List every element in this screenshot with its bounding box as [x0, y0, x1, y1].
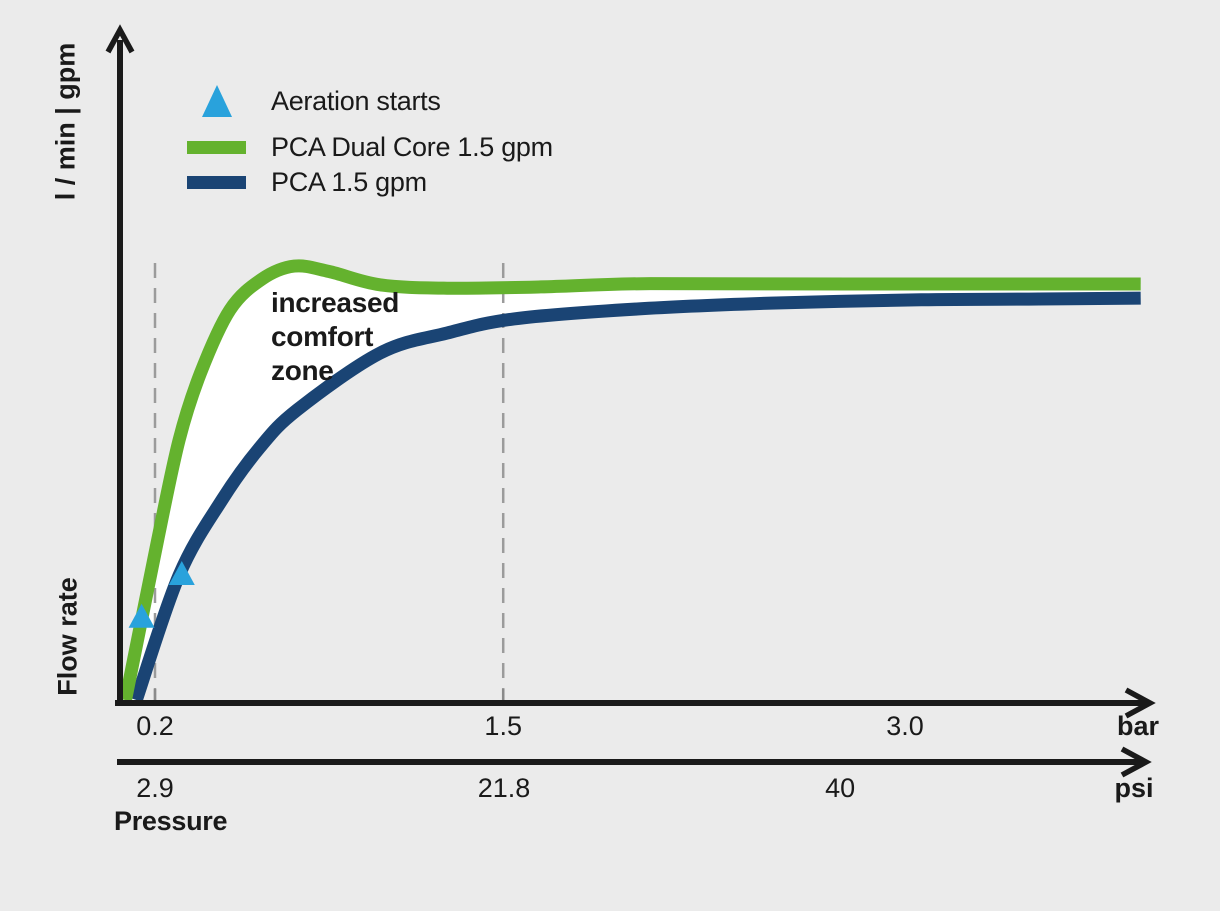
y-axis-unit-label: l / min | gpm: [50, 42, 81, 201]
aeration-start-marker-1: [168, 560, 195, 585]
legend-label: Aeration starts: [271, 85, 441, 116]
legend-item-aeration: Aeration starts: [187, 84, 441, 118]
bar-unit-label: bar: [1116, 711, 1160, 741]
legend-item-pca: PCA 1.5 gpm: [187, 169, 427, 196]
aeration-triangle-icon: [201, 85, 232, 117]
x-axis-title: Pressure: [114, 806, 228, 836]
legend-label: PCA Dual Core 1.5 gpm: [271, 132, 553, 162]
bar-tick-label-1.5: 1.5: [484, 711, 522, 741]
comfort-zone-annotation: increased comfort zone: [271, 287, 400, 386]
aeration-start-marker-0: [128, 603, 155, 628]
psi-tick-label-40: 40: [825, 773, 856, 803]
series-pca-dual-core-curve: [119, 259, 1141, 702]
series-pca-curve: [130, 291, 1141, 703]
y-axis-arrow-icon: [105, 24, 135, 54]
x-axis-psi-arrow-icon: [1120, 746, 1152, 778]
bar-tick-labels-row: bar 0.2 1.5 3.0: [0, 712, 1220, 742]
bar-tick-label-0.2: 0.2: [136, 711, 174, 741]
navy-line-swatch: [187, 176, 246, 189]
psi-unit-label: psi: [1114, 773, 1154, 803]
psi-tick-label-21.8: 21.8: [477, 773, 531, 803]
bar-tick-label-3.0: 3.0: [886, 711, 924, 741]
psi-tick-label-2.9: 2.9: [136, 773, 174, 803]
axis-tick-marks: [153, 689, 505, 702]
x-axis-bar-arrow-icon: [1124, 687, 1156, 719]
aeration-start-markers: [128, 560, 195, 628]
green-line-swatch: [187, 141, 246, 154]
legend-label: PCA 1.5 gpm: [271, 167, 427, 197]
psi-tick-labels-row: psi 2.9 21.8 40: [0, 774, 1220, 804]
legend-item-pca-dual-core: PCA Dual Core 1.5 gpm: [187, 134, 553, 161]
